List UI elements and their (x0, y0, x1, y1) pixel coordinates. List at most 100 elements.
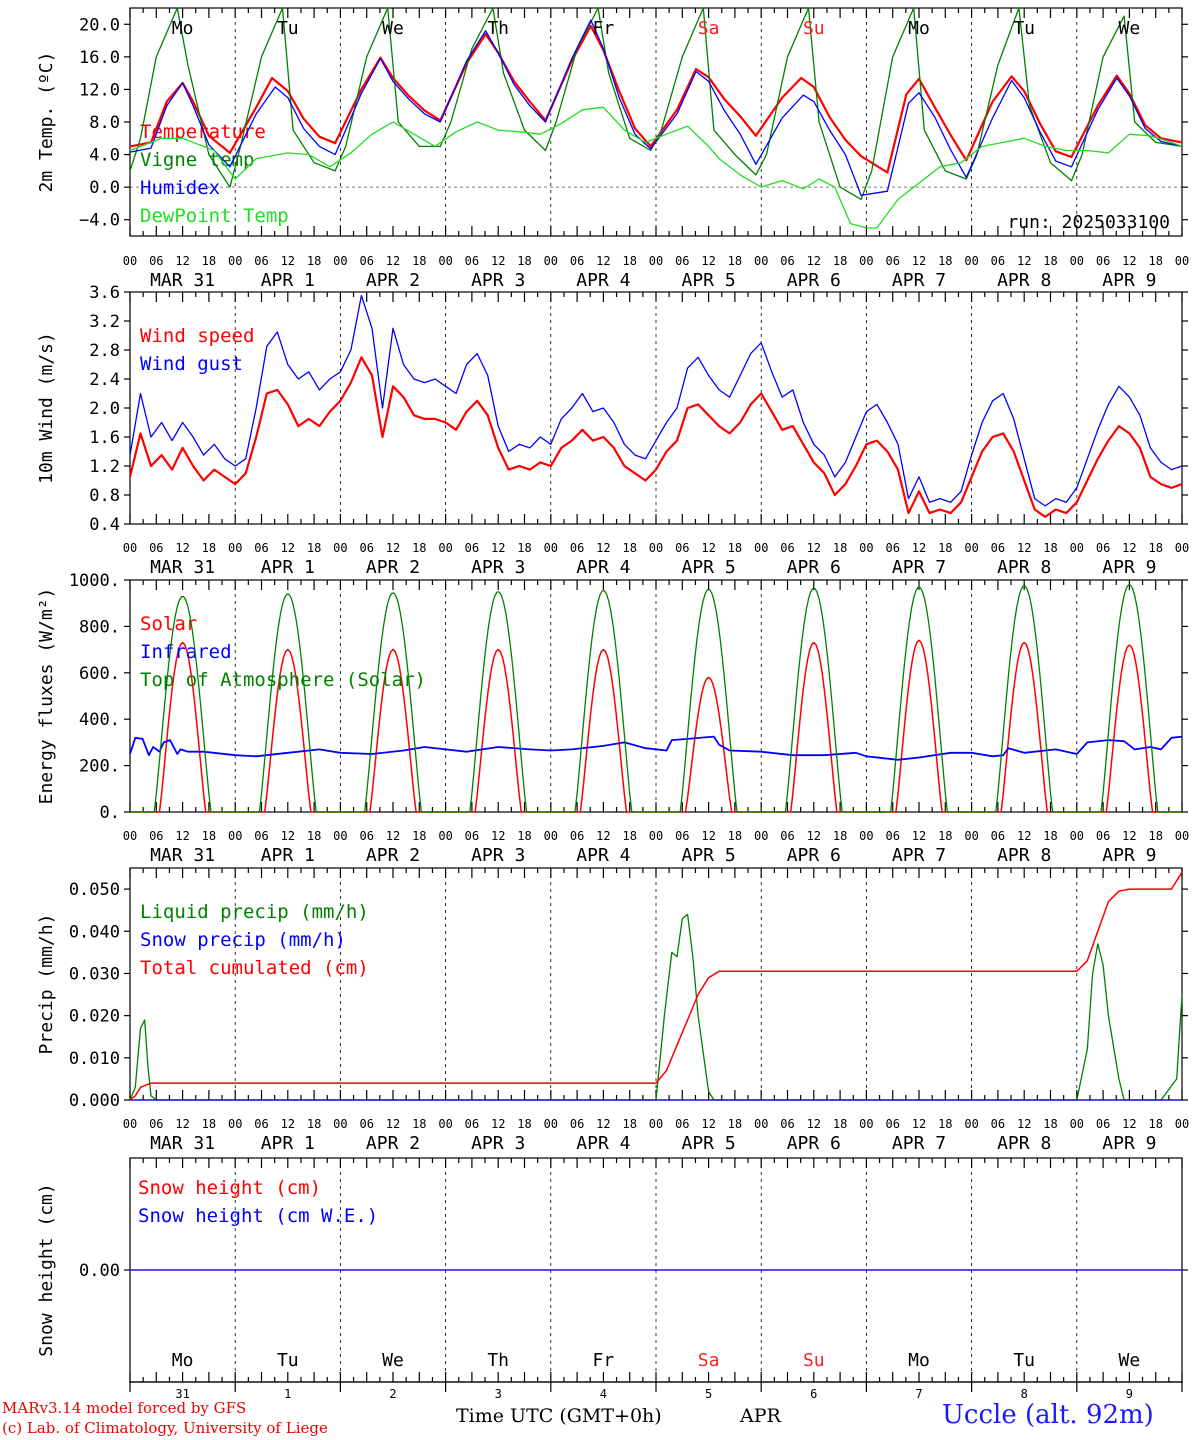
hour-label: 06 (991, 829, 1005, 843)
date-label: APR 9 (1102, 845, 1156, 866)
hour-label: 18 (1043, 541, 1057, 555)
hour-label: 12 (281, 541, 295, 555)
y-tick-label: 3.6 (89, 283, 120, 303)
y-tick-label: 4.0 (89, 146, 120, 166)
hour-label: 18 (307, 541, 321, 555)
hour-label: 12 (912, 829, 926, 843)
hour-label: 06 (570, 829, 584, 843)
hour-label: 18 (412, 1117, 426, 1131)
weekday-label: Mo (908, 18, 930, 39)
date-label: APR 3 (471, 1133, 525, 1154)
date-label: MAR 31 (150, 270, 215, 291)
date-label: MAR 31 (150, 557, 215, 578)
y-tick-label: 1.2 (89, 457, 120, 477)
hour-label: 12 (175, 541, 189, 555)
date-label: APR 5 (682, 270, 736, 291)
hour-label: 12 (1122, 829, 1136, 843)
weekday-label: Sa (698, 18, 720, 39)
hour-label: 06 (1096, 254, 1110, 268)
legend-entry: Wind gust (140, 353, 243, 375)
weekday-label: Tu (277, 18, 299, 39)
hour-label: 18 (517, 541, 531, 555)
y-tick-label: 2.0 (89, 399, 120, 419)
hour-label: 18 (728, 254, 742, 268)
hour-label: 00 (964, 829, 978, 843)
series-line-total-cumulated-cm- (129, 871, 1183, 1101)
y-axis-label: Snow height (cm) (36, 1183, 57, 1356)
hour-label: 00 (859, 254, 873, 268)
y-tick-label: 1.6 (89, 428, 120, 448)
hour-label: 06 (254, 1117, 268, 1131)
copyright-line: (c) Lab. of Climatology, University of L… (2, 1419, 328, 1437)
hour-label: 12 (807, 541, 821, 555)
weekday-label: Tu (1013, 1350, 1035, 1371)
weekday-label: Fr (593, 1350, 615, 1371)
hour-label: 18 (728, 541, 742, 555)
y-tick-label: 0.00 (79, 1261, 120, 1281)
hour-label: 06 (885, 1117, 899, 1131)
bottom-day-number: 9 (1126, 1387, 1133, 1401)
bottom-day-number: 4 (600, 1387, 607, 1401)
hour-label: 00 (964, 254, 978, 268)
hour-label: 06 (254, 829, 268, 843)
hour-label: 06 (465, 254, 479, 268)
date-label: APR 5 (682, 1133, 736, 1154)
y-tick-label: 20.0 (79, 15, 120, 35)
weekday-label: We (382, 1350, 404, 1371)
hour-label: 12 (912, 1117, 926, 1131)
y-tick-label: 0.030 (69, 964, 120, 984)
series-line-liquid-precip-mm-h- (129, 913, 1183, 1101)
weekday-label: We (1119, 1350, 1141, 1371)
y-tick-label: 8.0 (89, 113, 120, 133)
y-tick-label: 0. (100, 803, 120, 823)
hour-label: 00 (123, 1117, 137, 1131)
hour-label: 18 (938, 541, 952, 555)
hour-label: 06 (675, 829, 689, 843)
series-line-top-of-atmosphere-solar- (130, 584, 1182, 813)
date-label: APR 3 (471, 845, 525, 866)
hour-label: 06 (991, 1117, 1005, 1131)
hour-label: 06 (465, 1117, 479, 1131)
date-label: APR 7 (892, 845, 946, 866)
month-label: APR (740, 1405, 781, 1427)
hour-label: 06 (780, 541, 794, 555)
hour-label: 12 (1017, 829, 1031, 843)
hour-label: 06 (254, 254, 268, 268)
hour-label: 18 (307, 829, 321, 843)
run-annotation: run: 2025033100 (1007, 212, 1170, 233)
y-tick-label: 800. (79, 617, 120, 637)
date-label: APR 6 (787, 845, 841, 866)
legend-entry: Top of Atmosphere (Solar) (140, 669, 426, 691)
hour-label: 12 (386, 829, 400, 843)
hour-label: 06 (885, 254, 899, 268)
hour-label: 06 (359, 254, 373, 268)
hour-label: 12 (386, 1117, 400, 1131)
hour-label: 18 (833, 829, 847, 843)
date-label: APR 8 (997, 270, 1051, 291)
hour-label: 18 (412, 829, 426, 843)
panel-3: 1000. 800. 600. 400. 200. 0. Energy fluxes (W/… (36, 571, 1189, 866)
hour-label: 06 (991, 254, 1005, 268)
hour-label: 12 (175, 829, 189, 843)
hour-label: 12 (386, 541, 400, 555)
hour-label: 06 (675, 541, 689, 555)
hour-label: 18 (202, 829, 216, 843)
legend-entry: Solar (140, 613, 197, 635)
hour-label: 06 (149, 1117, 163, 1131)
hour-label: 06 (149, 254, 163, 268)
weekday-label: We (382, 18, 404, 39)
hour-label: 00 (123, 829, 137, 843)
date-label: APR 8 (997, 1133, 1051, 1154)
weekday-label: Su (803, 1350, 825, 1371)
hour-label: 00 (333, 541, 347, 555)
date-label: APR 1 (261, 270, 315, 291)
legend-entry: Temperature (140, 121, 266, 143)
hour-label: 00 (438, 254, 452, 268)
hour-label: 00 (333, 829, 347, 843)
hour-label: 18 (1148, 829, 1162, 843)
date-label: APR 4 (576, 557, 630, 578)
hour-label: 00 (649, 829, 663, 843)
date-label: APR 6 (787, 557, 841, 578)
series-line-infrared (129, 735, 1183, 761)
hour-label: 18 (938, 1117, 952, 1131)
